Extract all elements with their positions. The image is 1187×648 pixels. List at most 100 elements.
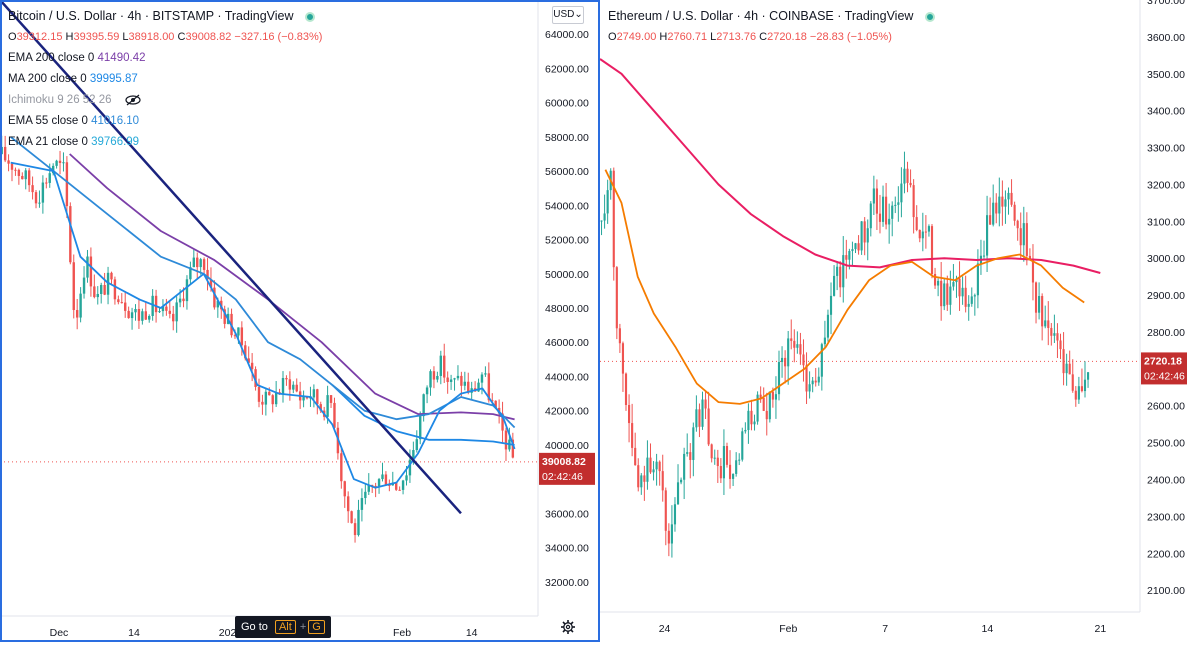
- candle-body: [603, 213, 606, 221]
- candle-body: [182, 298, 185, 302]
- candle-body: [467, 381, 470, 393]
- candle-body: [643, 475, 646, 482]
- candle-body: [103, 284, 106, 295]
- candle-body: [600, 220, 603, 222]
- candle-body: [268, 391, 271, 396]
- candle-body: [851, 249, 854, 252]
- candle-body: [1047, 320, 1050, 328]
- candle-body: [79, 293, 82, 318]
- candle-body: [943, 283, 946, 307]
- candle-body: [27, 170, 31, 186]
- candle-body: [432, 371, 436, 380]
- candle-body: [1068, 363, 1071, 375]
- candle-body: [1083, 379, 1087, 392]
- gear-icon[interactable]: [560, 619, 576, 635]
- candle-body: [961, 287, 964, 297]
- candle-body: [869, 203, 872, 229]
- y-tick-label: 58000.00: [545, 132, 589, 144]
- moving-average-line: [600, 58, 1101, 274]
- candle-body: [1019, 228, 1022, 246]
- candle-body: [667, 530, 670, 544]
- candle-body: [281, 377, 285, 394]
- ethereum-chart-canvas[interactable]: 3700.00 3600.00 3500.00 3400.00 3300.00 3200.…: [600, 0, 1187, 640]
- candle-body: [487, 373, 491, 401]
- y-tick-label: 2900.00: [1147, 290, 1185, 302]
- y-tick-label: 54000.00: [545, 200, 589, 212]
- indicator-ema200[interactable]: EMA 200 close 0 41490.42: [8, 52, 146, 64]
- candle-body: [728, 464, 732, 479]
- ethereum-title: Ethereum / U.S. Dollar · 4h · COINBASE ·…: [608, 9, 914, 23]
- indicator-ma200[interactable]: MA 200 close 0 39995.87: [8, 73, 138, 85]
- candle-body: [799, 344, 802, 355]
- candle-body: [120, 302, 123, 304]
- candle-body: [511, 439, 515, 458]
- indicator-ichimoku[interactable]: Ichimoku 9 26 52 26: [8, 90, 322, 111]
- indicator-ema55[interactable]: EMA 55 close 0 41016.10: [8, 115, 140, 127]
- eye-hidden-icon[interactable]: [125, 94, 141, 106]
- currency-selector[interactable]: USD⌄: [552, 6, 584, 24]
- candle-body: [946, 283, 949, 305]
- candle-body: [820, 344, 823, 377]
- moving-average-line: [69, 153, 515, 421]
- candle-body: [41, 182, 45, 203]
- candle-body: [741, 431, 744, 460]
- candle-body: [976, 263, 979, 296]
- candle-body: [683, 453, 686, 480]
- candle-body: [891, 205, 894, 219]
- candle-body: [771, 391, 774, 400]
- candle-body: [881, 196, 885, 222]
- last-price-label: 39008.82: [542, 456, 586, 468]
- bitcoin-chart-canvas[interactable]: 64000.00 62000.00 60000.00 58000.00 56000.00…: [0, 0, 598, 640]
- candle-body: [408, 459, 412, 476]
- candle-body: [1025, 223, 1028, 256]
- candle-body: [456, 375, 460, 379]
- candle-body: [274, 392, 278, 405]
- y-tick-label: 62000.00: [545, 63, 589, 75]
- candle-body: [915, 217, 918, 230]
- market-open-status-icon: [924, 11, 935, 22]
- candle-body: [612, 170, 615, 268]
- candle-body: [780, 357, 784, 363]
- candle-body: [292, 384, 295, 390]
- y-tick-label: 42000.00: [545, 406, 589, 418]
- candle-body: [151, 295, 154, 316]
- y-tick-label: 44000.00: [545, 371, 589, 383]
- candle-body: [949, 286, 952, 305]
- candle-body: [618, 328, 621, 344]
- candle-body: [793, 340, 796, 348]
- candle-body: [213, 287, 216, 308]
- candle-body: [725, 446, 729, 465]
- candle-body: [640, 475, 643, 488]
- candle-body: [419, 416, 422, 440]
- ethereum-legend: Ethereum / U.S. Dollar · 4h · COINBASE ·…: [608, 6, 935, 48]
- x-tick-label: 24: [659, 623, 671, 635]
- last-price-badge: [1141, 352, 1187, 385]
- candle-body: [172, 313, 175, 322]
- y-tick-label: 36000.00: [545, 508, 589, 520]
- candle-body: [615, 267, 618, 329]
- ethereum-chart-pane[interactable]: 3700.00 3600.00 3500.00 3400.00 3300.00 3200.…: [600, 0, 1187, 640]
- candle-body: [912, 185, 915, 218]
- candle-body: [1034, 282, 1038, 313]
- bitcoin-chart-pane[interactable]: 64000.00 62000.00 60000.00 58000.00 56000.00…: [0, 0, 600, 642]
- candle-body: [377, 479, 381, 487]
- candle-body: [86, 256, 89, 278]
- candle-body: [17, 169, 21, 176]
- candles: [600, 151, 1090, 558]
- indicator-ema21[interactable]: EMA 21 close 0 39766.99: [8, 136, 140, 148]
- candle-body: [833, 275, 836, 296]
- candle-body: [921, 231, 924, 239]
- y-tick-label: 3100.00: [1147, 216, 1185, 228]
- candle-body: [141, 311, 144, 321]
- candle-body: [670, 524, 673, 544]
- moving-average-line: [10, 136, 516, 429]
- candle-body: [429, 371, 432, 388]
- last-price-badge: [539, 452, 595, 485]
- candle-body: [14, 169, 17, 171]
- y-tick-label: 2200.00: [1147, 548, 1185, 560]
- candle-body: [158, 311, 161, 313]
- candle-body: [62, 162, 65, 164]
- candle-body: [1028, 255, 1031, 259]
- go-to-date-button[interactable]: Go to Alt + G: [235, 616, 331, 638]
- candle-body: [817, 376, 820, 383]
